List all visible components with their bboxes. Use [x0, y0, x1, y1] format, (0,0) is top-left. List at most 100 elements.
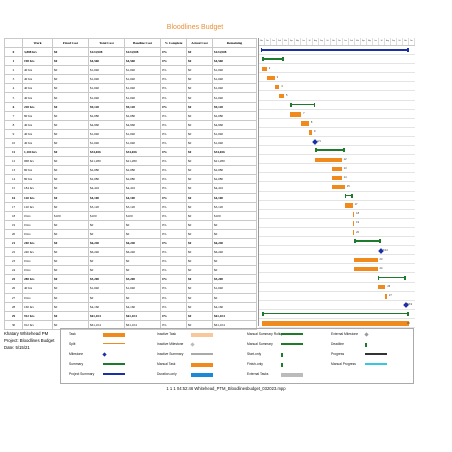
cell-pct: 0%: [160, 237, 187, 249]
table-row[interactable]: 2 40 hrs $0 $1,040 $1,040 0% $0 $1,040: [4, 65, 257, 76]
table-row[interactable]: 12 968 hrs $0 $21,280 $21,280 0% $0 $21,280: [4, 156, 257, 167]
bar-label: 4: [281, 84, 283, 88]
info-project: Project: Bloodlines Budget: [4, 338, 55, 343]
summary-bar[interactable]: [262, 57, 284, 62]
table-row[interactable]: 23 0 hrs $0 $0 $0 0% $0 $0: [4, 256, 257, 267]
table-row[interactable]: 9 40 hrs $0 $1,040 $1,040 0% $0 $1,040: [4, 128, 257, 139]
cell-work: 40 hrs: [22, 283, 53, 294]
task-bar[interactable]: [262, 66, 267, 71]
table-row[interactable]: 1 198 hrs $0 $4,560 $4,560 0% $0 $4,560: [4, 56, 257, 67]
cell-remaining: $6,240: [212, 237, 257, 249]
table-row[interactable]: 25 288 hrs $0 $5,200 $5,200 0% $0 $5,200: [4, 274, 257, 285]
cell-actual: $0: [186, 56, 213, 67]
cell-remaining: $1,040: [212, 128, 257, 139]
cell-actual: $0: [186, 101, 213, 112]
cost-table: Work Fixed Cost Total Cost Baseline Cost% C…: [4, 38, 257, 330]
table-row[interactable]: 13 80 hrs $0 $2,080 $2,080 0% $0 $2,080: [4, 165, 257, 176]
table-row[interactable]: 19 0 hrs $0 $0 $0 0% $0 $0: [4, 219, 257, 230]
table-row[interactable]: 7 80 hrs $0 $2,080 $2,080 0% $0 $2,080: [4, 110, 257, 121]
table-row[interactable]: 11 1,104 hrs $0 $34,656 $34,656 0% $0 $34,656: [4, 147, 257, 158]
cell-work: 80 hrs: [22, 174, 53, 185]
cell-fixed: $0: [52, 256, 89, 267]
gantt-row: [259, 64, 415, 74]
summary-bar[interactable]: [377, 275, 406, 280]
column-header[interactable]: Baseline Cost: [124, 38, 161, 48]
cell-id: 8: [4, 119, 23, 130]
task-bar[interactable]: [290, 112, 302, 117]
cell-id: 13: [4, 165, 23, 176]
task-bar[interactable]: [274, 84, 280, 90]
table-row[interactable]: 20 0 hrs $0 $0 $0 0% $0 $0: [4, 228, 257, 239]
cell-id: 21: [4, 237, 23, 249]
legend-label: External Tasks: [247, 372, 269, 376]
table-row[interactable]: 21 240 hrs $0 $6,240 $6,240 0% $0 $6,240: [4, 237, 257, 249]
task-bar[interactable]: [279, 93, 284, 99]
summary-bar[interactable]: [354, 239, 381, 244]
table-row[interactable]: 30 912 hrs $0 $61,104 $61,104 0% $0 $61,104: [4, 319, 257, 330]
task-bar[interactable]: [266, 75, 275, 81]
task-bar[interactable]: [352, 230, 355, 235]
task-bar[interactable]: [315, 157, 342, 162]
task-bar[interactable]: [354, 266, 378, 272]
timeline-label: Oct: [397, 38, 403, 45]
table-row[interactable]: 24 0 hrs $0 $0 $0 0% $0 $0: [4, 265, 257, 276]
table-row[interactable]: 14 80 hrs $0 $2,080 $2,080 0% $0 $2,080: [4, 174, 257, 185]
task-bar[interactable]: [332, 175, 342, 181]
column-header[interactable]: [4, 38, 23, 48]
task-bar[interactable]: [344, 203, 353, 208]
summary-bar[interactable]: [344, 193, 353, 198]
task-bar[interactable]: [301, 121, 309, 126]
task-bar[interactable]: [262, 321, 409, 326]
table-row[interactable]: 17 120 hrs $0 $3,120 $3,120 0% $0 $3,120: [4, 201, 257, 212]
table-row[interactable]: 6 228 hrs $0 $9,120 $9,120 0% $0 $9,120: [4, 101, 257, 112]
table-row[interactable]: 29 912 hrs $0 $61,104 $61,104 0% $0 $61,104: [4, 310, 257, 321]
summary-bar[interactable]: [262, 311, 409, 316]
column-header[interactable]: Actual Cost: [186, 38, 213, 48]
cell-id: 30: [4, 319, 23, 330]
table-row[interactable]: 15 184 hrs $0 $4,416 $4,416 0% $0 $4,416: [4, 183, 257, 194]
task-bar[interactable]: [352, 212, 355, 217]
table-row[interactable]: 5 40 hrs $0 $1,040 $1,040 0% $0 $1,040: [4, 92, 257, 103]
task-bar[interactable]: [385, 294, 387, 299]
cell-id: 17: [4, 201, 23, 212]
project-summary-bar[interactable]: [260, 48, 409, 52]
project-summary-icon: [103, 373, 125, 375]
table-row[interactable]: 28 160 hrs $0 $4,160 $4,160 0% $0 $4,160: [4, 301, 257, 312]
column-header[interactable]: Total Cost: [88, 38, 125, 48]
table-row[interactable]: 18 0 hrs $100 $100 $100 0% $0 $100: [4, 210, 257, 221]
summary-cap: [354, 239, 356, 244]
summary-bar[interactable]: [315, 148, 345, 153]
table-row[interactable]: 0 3,888 hrs $0 $124,908 $124,908 0% $0 $124,908: [4, 46, 257, 58]
cell-baseline: $1,040: [124, 65, 161, 76]
task-bar[interactable]: [332, 184, 345, 190]
table-row[interactable]: 8 40 hrs $0 $4,960 $4,960 0% $0 $4,960: [4, 119, 257, 130]
table-row[interactable]: 4 40 hrs $0 $1,040 $1,040 0% $0 $1,040: [4, 83, 257, 94]
gantt-chart[interactable]: Nov Dec Jan Feb Mar Apr May Jun Jul Aug Sep Oct Nov D…: [258, 38, 415, 329]
table-row[interactable]: 26 40 hrs $0 $1,040 $1,040 0% $0 $1,040: [4, 283, 257, 294]
task-bar[interactable]: [377, 284, 386, 290]
cell-actual: $0: [186, 301, 213, 312]
column-header[interactable]: Remaining: [212, 38, 257, 48]
cell-pct: 0%: [160, 228, 187, 239]
cell-work: 288 hrs: [22, 274, 53, 285]
inactive-task-icon: [191, 333, 213, 337]
summary-bar[interactable]: [290, 102, 316, 107]
gantt-row: [259, 101, 415, 110]
task-bar[interactable]: [354, 257, 378, 263]
table-row[interactable]: 27 0 hrs $0 $0 $0 0% $0 $0: [4, 292, 257, 303]
table-row[interactable]: 3 40 hrs $0 $1,040 $1,040 0% $0 $1,040: [4, 74, 257, 85]
task-bar[interactable]: [308, 130, 313, 135]
column-header[interactable]: Work: [22, 38, 53, 48]
task-bar[interactable]: [352, 221, 355, 226]
column-header[interactable]: Fixed Cost: [52, 38, 89, 48]
timeline-label: Jan: [343, 38, 349, 45]
table-row[interactable]: 10 40 hrs $0 $1,040 $1,040 0% $0 $1,040: [4, 137, 257, 149]
cell-total: $34,656: [88, 147, 125, 158]
table-row[interactable]: 22 240 hrs $0 $6,240 $6,240 0% $0 $6,240: [4, 247, 257, 258]
table-row[interactable]: 16 120 hrs $0 $4,100 $4,100 0% $0 $4,100: [4, 192, 257, 203]
column-header[interactable]: % Complete: [160, 38, 187, 48]
duration-only-icon: [191, 373, 213, 377]
task-bar[interactable]: [332, 166, 342, 172]
cell-id: 23: [4, 256, 23, 267]
cell-fixed: $0: [52, 265, 89, 276]
